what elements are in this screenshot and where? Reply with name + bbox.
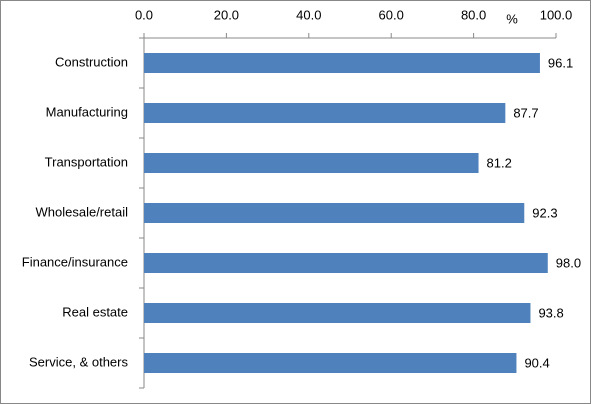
y-tick-label: Wholesale/retail [36,204,129,219]
bar [144,303,531,323]
data-label: 93.8 [538,305,563,320]
data-label: 98.0 [556,255,581,270]
bar [144,253,548,273]
data-label: 92.3 [532,205,557,220]
bar [144,203,525,223]
data-label: 90.4 [524,355,549,370]
bar [144,153,479,173]
y-tick-label: Construction [55,54,128,69]
x-tick-label: 100.0 [540,7,573,22]
y-tick-label: Real estate [62,304,128,319]
y-tick-label: Transportation [45,154,128,169]
data-label: 87.7 [513,105,538,120]
bar [144,103,506,123]
x-tick-label: 20.0 [214,7,239,22]
bar [144,353,517,373]
bar [144,53,540,73]
y-tick-label: Finance/insurance [22,254,128,269]
x-tick-label: 80.0 [461,7,486,22]
x-tick-label: 0.0 [135,7,153,22]
y-tick-label: Service, & others [29,354,128,369]
unit-label: % [506,11,518,26]
data-label: 96.1 [548,55,573,70]
x-tick-label: 40.0 [296,7,321,22]
x-tick-label: 60.0 [379,7,404,22]
data-label: 81.2 [487,155,512,170]
y-tick-label: Manufacturing [46,104,128,119]
